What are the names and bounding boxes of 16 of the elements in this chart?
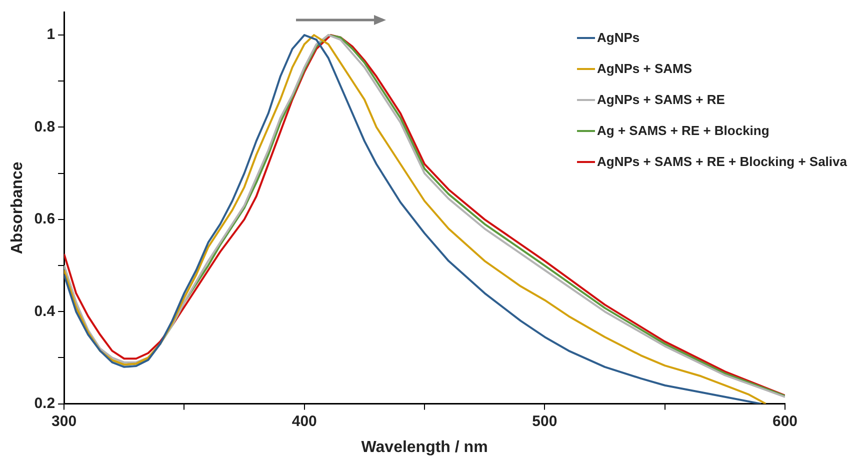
x-tick-label: 400	[292, 412, 317, 430]
legend-label: AgNPs	[597, 30, 640, 45]
x-tick-label: 500	[532, 412, 558, 430]
x-tick-label: 300	[52, 412, 77, 430]
y-tick-label: 1	[46, 26, 56, 44]
legend-label: AgNPs + SAMS + RE	[597, 92, 725, 107]
y-axis-title: Absorbance	[9, 162, 26, 254]
legend-label: AgNPs + SAMS	[597, 61, 692, 76]
y-tick-label: 0.4	[34, 302, 56, 320]
x-tick-label: 600	[772, 412, 798, 430]
legend-label: AgNPs + SAMS + RE + Blocking + Saliva	[597, 154, 847, 169]
legend-label: Ag + SAMS + RE + Blocking	[597, 123, 770, 138]
y-tick-label: 0.2	[34, 394, 56, 412]
x-axis-title: Wavelength / nm	[361, 438, 488, 456]
y-tick-label: 0.8	[34, 118, 56, 136]
y-tick-label: 0.6	[34, 210, 56, 228]
